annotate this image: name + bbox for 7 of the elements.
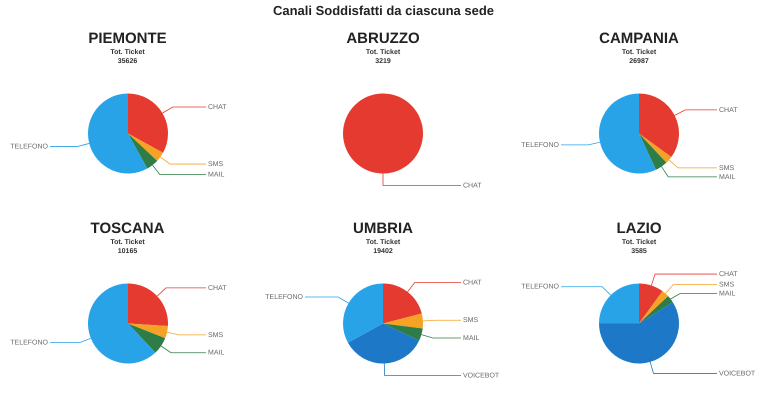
text: Canali Soddisfatti da ciascuna sede [272,2,496,20]
chart-title: LAZIO [616,220,662,238]
chart-title: ABRUZZO [345,30,421,48]
chart-title: TOSCANA [90,220,166,238]
chart-title: PIEMONTE [87,30,168,48]
chart-title: CAMPANIA [598,30,680,48]
chart-title: UMBRIA [352,220,414,238]
